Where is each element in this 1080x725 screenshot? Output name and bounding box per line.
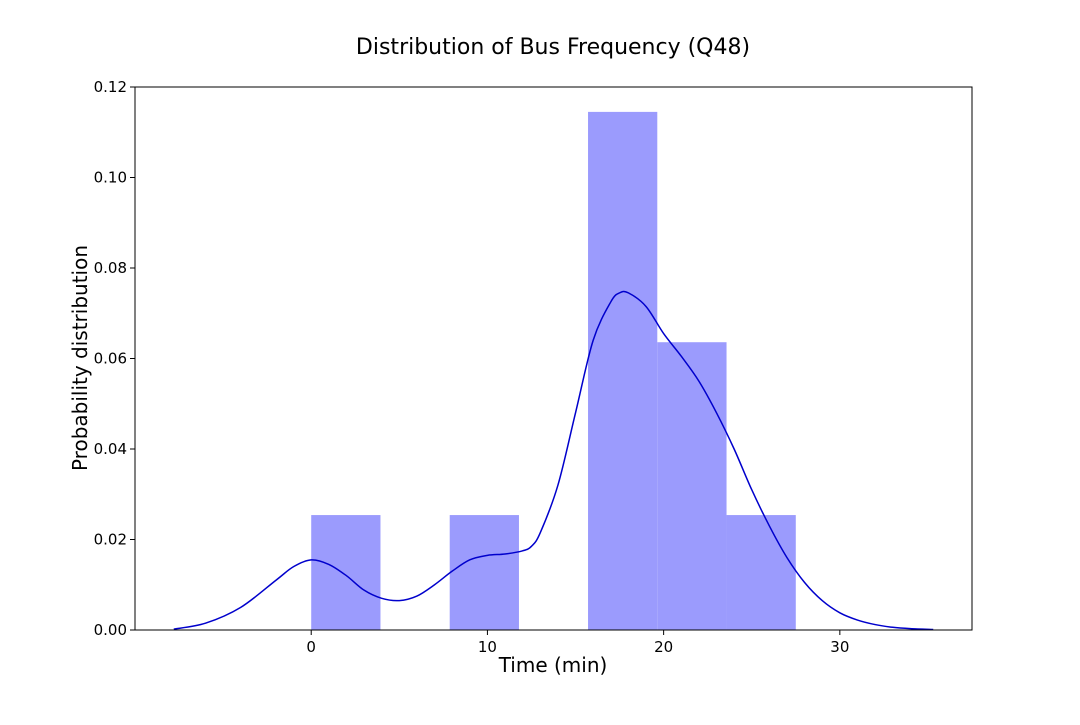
- y-tick-label: 0.00: [94, 621, 127, 639]
- y-axis-label: Probability distribution: [68, 245, 92, 471]
- kde-curve: [173, 290, 934, 631]
- histogram-bar: [311, 515, 381, 630]
- chart-title: Distribution of Bus Frequency (Q48): [356, 35, 750, 60]
- y-tick-label: 0.02: [94, 531, 127, 549]
- x-tick-label: 30: [830, 638, 849, 656]
- histogram-bar: [657, 342, 727, 630]
- histogram-bar: [726, 515, 796, 630]
- y-tick-label: 0.06: [94, 350, 127, 368]
- histogram-bar: [449, 515, 519, 630]
- y-tick-label: 0.04: [94, 440, 127, 458]
- histogram-bars: [311, 111, 796, 630]
- plot-frame: [134, 86, 973, 631]
- x-tick-label: 10: [478, 638, 497, 656]
- y-axis-ticks: 0.00 0.02 0.04 0.06 0.08 0.10 0.12: [94, 78, 135, 639]
- y-tick-label: 0.08: [94, 259, 127, 277]
- y-tick-label: 0.12: [94, 78, 127, 96]
- x-tick-label: 0: [306, 638, 316, 656]
- x-tick-label: 20: [654, 638, 673, 656]
- x-axis-ticks: 0 10 20 30: [306, 630, 849, 656]
- y-tick-label: 0.10: [94, 169, 127, 187]
- histogram-bar: [588, 111, 658, 630]
- x-axis-label: Time (min): [498, 653, 608, 677]
